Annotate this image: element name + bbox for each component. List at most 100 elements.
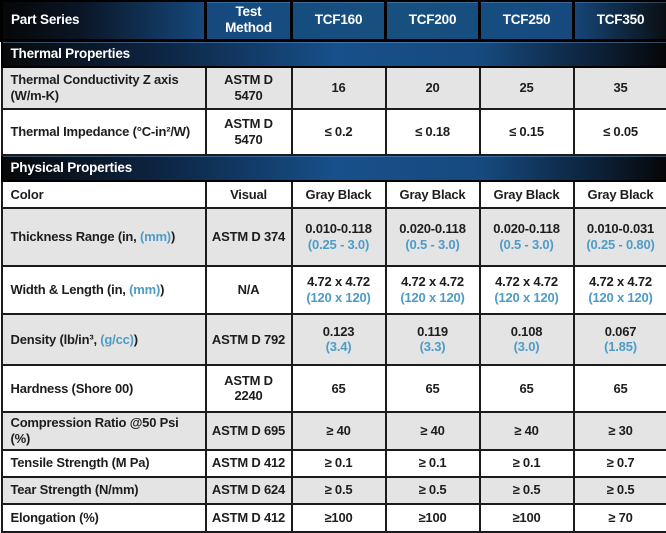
test-method: ASTM D 624 bbox=[206, 477, 292, 504]
header-part-series: Part Series bbox=[2, 1, 206, 40]
property-label: Hardness (Shore 00) bbox=[2, 365, 206, 412]
metric-value: (3.0) bbox=[485, 339, 569, 355]
header-col-tcf350: TCF350 bbox=[574, 1, 666, 40]
metric-value: (120 x 120) bbox=[391, 290, 475, 306]
table-row-tear-strength: Tear Strength (N/mm) ASTM D 624 ≥ 0.5 ≥ … bbox=[2, 477, 666, 504]
metric-value: (120 x 120) bbox=[297, 290, 381, 306]
property-label: Color bbox=[2, 181, 206, 208]
section-row-physical: Physical Properties bbox=[2, 155, 666, 181]
value-tcf160: 4.72 x 4.72(120 x 120) bbox=[292, 266, 386, 314]
header-col-tcf160: TCF160 bbox=[292, 1, 386, 40]
table-row-width-length: Width & Length (in, (mm)) N/A 4.72 x 4.7… bbox=[2, 266, 666, 314]
value-tcf250: 4.72 x 4.72(120 x 120) bbox=[480, 266, 574, 314]
header-row: Part Series Test Method TCF160 TCF200 TC… bbox=[2, 1, 666, 40]
table-row-elongation: Elongation (%) ASTM D 412 ≥100 ≥100 ≥100… bbox=[2, 504, 666, 532]
value-tcf160: 0.010-0.118(0.25 - 3.0) bbox=[292, 208, 386, 266]
value-tcf160: 0.123(3.4) bbox=[292, 314, 386, 365]
value-tcf200: 65 bbox=[386, 365, 480, 412]
section-row-thermal: Thermal Properties bbox=[2, 40, 666, 67]
test-method: N/A bbox=[206, 266, 292, 314]
value-tcf160: ≥100 bbox=[292, 504, 386, 532]
test-method: ASTM D 2240 bbox=[206, 365, 292, 412]
property-label: Thermal Conductivity Z axis (W/m-K) bbox=[2, 67, 206, 109]
value-tcf350: 0.010-0.031(0.25 - 0.80) bbox=[574, 208, 666, 266]
value-tcf200: ≥100 bbox=[386, 504, 480, 532]
table-row-color: Color Visual Gray Black Gray Black Gray … bbox=[2, 181, 666, 208]
value-tcf350: Gray Black bbox=[574, 181, 666, 208]
value-tcf250: ≥100 bbox=[480, 504, 574, 532]
property-label: Density (lb/in³, (g/cc)) bbox=[2, 314, 206, 365]
metric-value: (120 x 120) bbox=[485, 290, 569, 306]
test-method: ASTM D 374 bbox=[206, 208, 292, 266]
value-tcf200: 4.72 x 4.72(120 x 120) bbox=[386, 266, 480, 314]
value-tcf200: ≥ 0.5 bbox=[386, 477, 480, 504]
value-tcf250: ≥ 0.5 bbox=[480, 477, 574, 504]
table-row-compression-ratio: Compression Ratio @50 Psi (%) ASTM D 695… bbox=[2, 412, 666, 450]
metric-value: (0.25 - 3.0) bbox=[297, 237, 381, 253]
property-label: Tear Strength (N/mm) bbox=[2, 477, 206, 504]
value-tcf350: ≥ 0.5 bbox=[574, 477, 666, 504]
value-tcf200: 0.119(3.3) bbox=[386, 314, 480, 365]
value-tcf160: ≥ 40 bbox=[292, 412, 386, 450]
value-tcf350: ≥ 30 bbox=[574, 412, 666, 450]
value-tcf250: 0.108(3.0) bbox=[480, 314, 574, 365]
property-label: Thermal Impedance (°C-in²/W) bbox=[2, 109, 206, 155]
test-method: ASTM D 412 bbox=[206, 504, 292, 532]
header-col-tcf200: TCF200 bbox=[386, 1, 480, 40]
value-tcf200: 20 bbox=[386, 67, 480, 109]
metric-value: (1.85) bbox=[579, 339, 663, 355]
metric-value: (3.4) bbox=[297, 339, 381, 355]
value-tcf350: 65 bbox=[574, 365, 666, 412]
table-row-thermal-conductivity: Thermal Conductivity Z axis (W/m-K) ASTM… bbox=[2, 67, 666, 109]
value-tcf250: ≥ 40 bbox=[480, 412, 574, 450]
table-row-thickness-range: Thickness Range (in, (mm)) ASTM D 374 0.… bbox=[2, 208, 666, 266]
value-tcf250: 0.020-0.118(0.5 - 3.0) bbox=[480, 208, 574, 266]
test-method: ASTM D 5470 bbox=[206, 109, 292, 155]
property-label: Width & Length (in, (mm)) bbox=[2, 266, 206, 314]
table-row-tensile-strength: Tensile Strength (M Pa) ASTM D 412 ≥ 0.1… bbox=[2, 450, 666, 477]
test-method: ASTM D 412 bbox=[206, 450, 292, 477]
value-tcf350: 0.067(1.85) bbox=[574, 314, 666, 365]
value-tcf200: ≥ 40 bbox=[386, 412, 480, 450]
value-tcf200: 0.020-0.118(0.5 - 3.0) bbox=[386, 208, 480, 266]
value-tcf250: ≤ 0.15 bbox=[480, 109, 574, 155]
header-col-tcf250: TCF250 bbox=[480, 1, 574, 40]
header-test-method: Test Method bbox=[206, 1, 292, 40]
value-tcf350: ≥ 70 bbox=[574, 504, 666, 532]
value-tcf200: ≤ 0.18 bbox=[386, 109, 480, 155]
value-tcf160: ≥ 0.5 bbox=[292, 477, 386, 504]
metric-unit: (mm) bbox=[140, 229, 171, 244]
metric-value: (3.3) bbox=[391, 339, 475, 355]
metric-value: (0.5 - 3.0) bbox=[485, 237, 569, 253]
value-tcf160: 65 bbox=[292, 365, 386, 412]
value-tcf350: ≥ 0.7 bbox=[574, 450, 666, 477]
test-method: ASTM D 695 bbox=[206, 412, 292, 450]
table-row-density: Density (lb/in³, (g/cc)) ASTM D 792 0.12… bbox=[2, 314, 666, 365]
value-tcf250: Gray Black bbox=[480, 181, 574, 208]
metric-value: (120 x 120) bbox=[579, 290, 663, 306]
value-tcf160: ≤ 0.2 bbox=[292, 109, 386, 155]
property-label: Compression Ratio @50 Psi (%) bbox=[2, 412, 206, 450]
value-tcf250: 65 bbox=[480, 365, 574, 412]
value-tcf200: Gray Black bbox=[386, 181, 480, 208]
metric-value: (0.25 - 0.80) bbox=[579, 237, 663, 253]
section-title-thermal-properties: Thermal Properties bbox=[2, 40, 666, 67]
test-method: Visual bbox=[206, 181, 292, 208]
metric-value: (0.5 - 3.0) bbox=[391, 237, 475, 253]
value-tcf350: 4.72 x 4.72(120 x 120) bbox=[574, 266, 666, 314]
value-tcf160: ≥ 0.1 bbox=[292, 450, 386, 477]
table-row-thermal-impedance: Thermal Impedance (°C-in²/W) ASTM D 5470… bbox=[2, 109, 666, 155]
value-tcf160: 16 bbox=[292, 67, 386, 109]
value-tcf160: Gray Black bbox=[292, 181, 386, 208]
value-tcf350: ≤ 0.05 bbox=[574, 109, 666, 155]
property-label: Thickness Range (in, (mm)) bbox=[2, 208, 206, 266]
value-tcf250: 25 bbox=[480, 67, 574, 109]
section-title-physical-properties: Physical Properties bbox=[2, 155, 666, 181]
metric-unit: (mm) bbox=[129, 282, 160, 297]
property-label: Elongation (%) bbox=[2, 504, 206, 532]
table-row-hardness: Hardness (Shore 00) ASTM D 2240 65 65 65… bbox=[2, 365, 666, 412]
property-label: Tensile Strength (M Pa) bbox=[2, 450, 206, 477]
test-method: ASTM D 5470 bbox=[206, 67, 292, 109]
